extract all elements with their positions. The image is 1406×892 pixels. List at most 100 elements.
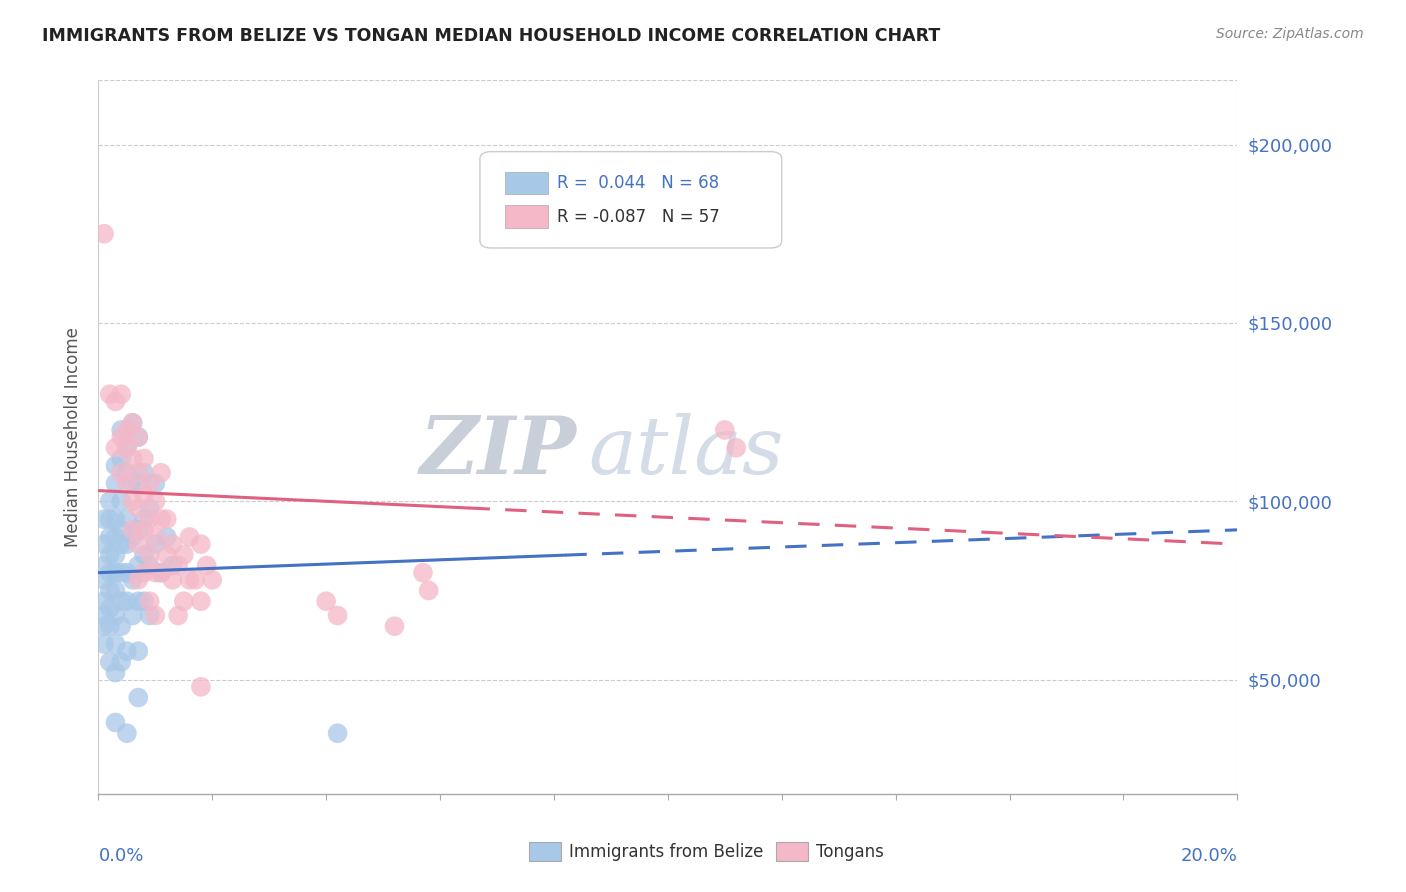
Point [138, 558, 160, 573]
Point [115, 441, 138, 455]
Point [173, 594, 195, 608]
Point [127, 690, 149, 705]
Point [110, 619, 132, 633]
Point [115, 726, 138, 740]
Point [201, 573, 224, 587]
Point [121, 416, 143, 430]
Point [127, 558, 149, 573]
Point [104, 637, 127, 651]
Point [326, 608, 349, 623]
Point [121, 530, 143, 544]
Point [127, 430, 149, 444]
Point [115, 512, 138, 526]
Point [132, 523, 155, 537]
Point [162, 537, 184, 551]
Point [93, 573, 115, 587]
Point [150, 566, 173, 580]
Point [167, 608, 190, 623]
Point [93, 537, 115, 551]
Point [132, 594, 155, 608]
Text: R =  0.044   N = 68: R = 0.044 N = 68 [557, 174, 720, 192]
Point [115, 644, 138, 658]
Point [110, 423, 132, 437]
Point [110, 387, 132, 401]
Point [104, 530, 127, 544]
Point [115, 466, 138, 480]
Point [195, 558, 218, 573]
Point [98, 583, 121, 598]
Point [115, 594, 138, 608]
Text: atlas: atlas [588, 413, 783, 490]
Point [104, 665, 127, 680]
Point [93, 512, 115, 526]
Point [127, 430, 149, 444]
Point [104, 458, 127, 473]
Text: Source: ZipAtlas.com: Source: ZipAtlas.com [1216, 27, 1364, 41]
FancyBboxPatch shape [479, 152, 782, 248]
Point [179, 573, 201, 587]
Text: IMMIGRANTS FROM BELIZE VS TONGAN MEDIAN HOUSEHOLD INCOME CORRELATION CHART: IMMIGRANTS FROM BELIZE VS TONGAN MEDIAN … [42, 27, 941, 45]
Point [93, 637, 115, 651]
Bar [529, 842, 561, 861]
Point [98, 548, 121, 562]
Point [145, 494, 167, 508]
Point [93, 558, 115, 573]
Point [98, 512, 121, 526]
Point [93, 227, 115, 241]
Point [104, 715, 127, 730]
Point [127, 594, 149, 608]
Point [132, 466, 155, 480]
Point [190, 537, 212, 551]
Point [110, 537, 132, 551]
Point [121, 416, 143, 430]
Point [110, 594, 132, 608]
Text: 20.0%: 20.0% [1181, 847, 1237, 865]
Point [98, 619, 121, 633]
Point [121, 494, 143, 508]
Point [138, 476, 160, 491]
Text: Tongans: Tongans [815, 843, 884, 861]
Point [98, 530, 121, 544]
Point [162, 558, 184, 573]
Point [714, 423, 737, 437]
Point [138, 594, 160, 608]
Point [138, 608, 160, 623]
Point [104, 583, 127, 598]
Point [138, 501, 160, 516]
Point [725, 441, 748, 455]
Point [132, 548, 155, 562]
Point [104, 394, 127, 409]
Text: ZIP: ZIP [420, 413, 576, 490]
Point [93, 619, 115, 633]
Point [179, 530, 201, 544]
Point [121, 451, 143, 466]
Text: R = -0.087   N = 57: R = -0.087 N = 57 [557, 208, 720, 226]
Point [110, 655, 132, 669]
Point [132, 512, 155, 526]
Point [132, 566, 155, 580]
Point [412, 566, 434, 580]
Point [110, 466, 132, 480]
Point [110, 523, 132, 537]
Point [104, 512, 127, 526]
Text: Immigrants from Belize: Immigrants from Belize [569, 843, 763, 861]
Point [104, 608, 127, 623]
Point [150, 466, 173, 480]
Point [156, 530, 179, 544]
Point [173, 548, 195, 562]
Point [127, 501, 149, 516]
Bar [776, 842, 808, 861]
Point [115, 423, 138, 437]
Point [150, 512, 173, 526]
Point [150, 566, 173, 580]
Point [418, 583, 440, 598]
Point [184, 573, 207, 587]
Point [315, 594, 337, 608]
Point [384, 619, 406, 633]
Point [190, 594, 212, 608]
Point [98, 601, 121, 615]
Point [145, 537, 167, 551]
Point [127, 466, 149, 480]
Point [132, 451, 155, 466]
Point [98, 494, 121, 508]
